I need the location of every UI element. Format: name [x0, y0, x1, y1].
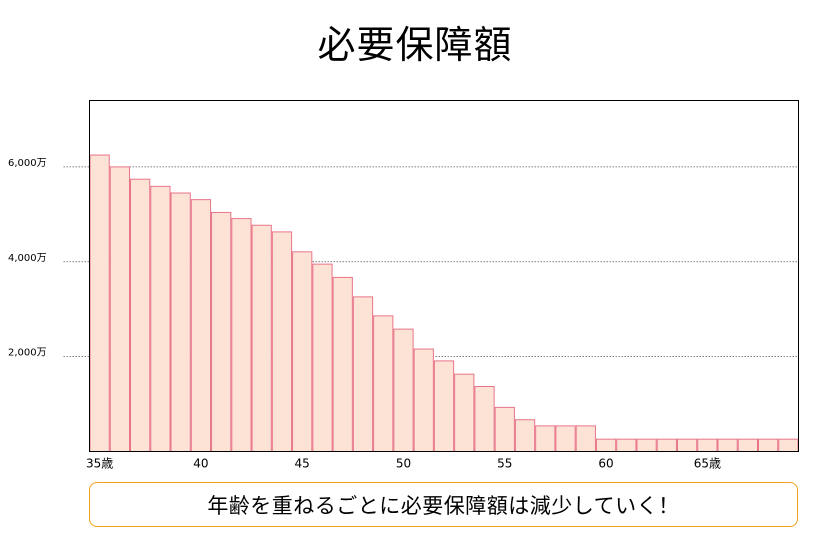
- bar-age-37: [130, 178, 151, 453]
- bar-age-56: [514, 419, 536, 453]
- bar-age-52: [433, 360, 455, 452]
- y-tick-label: 6,000万: [8, 158, 47, 169]
- caption-box: 年齢を重ねるごとに必要保障額は減少していく！: [89, 482, 798, 527]
- bar-chart: 2,000万 4,000万 6,000万 35歳 40 45 50 55 60 65歳: [8, 100, 799, 471]
- bar-age-64: [676, 438, 698, 453]
- y-tick-label: 4,000万: [8, 253, 47, 264]
- x-tick-label: 60: [598, 457, 613, 471]
- plot-frame: [89, 100, 799, 452]
- bar-age-40: [190, 199, 212, 452]
- bar-age-62: [636, 438, 657, 453]
- bar-age-69: [778, 438, 799, 453]
- bar-age-57: [535, 425, 556, 452]
- bar-age-59: [575, 425, 596, 452]
- bar-age-44: [271, 231, 293, 452]
- bar-age-53: [454, 373, 475, 453]
- x-tick-label: 40: [193, 457, 208, 471]
- bar-age-48: [352, 296, 374, 452]
- bar-age-38: [150, 185, 171, 453]
- bar-age-35: [89, 154, 110, 452]
- x-tick-label: 65歳: [694, 457, 721, 471]
- bar-age-50: [393, 328, 414, 453]
- bar-age-45: [292, 251, 313, 452]
- bar-age-49: [373, 315, 394, 452]
- bar-age-51: [413, 348, 434, 453]
- bar-age-58: [555, 425, 576, 452]
- bar-age-63: [656, 438, 677, 453]
- bar-age-43: [251, 224, 272, 452]
- x-tick-label: 50: [396, 457, 411, 471]
- bar-age-39: [170, 192, 191, 452]
- bar-age-46: [312, 263, 333, 453]
- caption-text: 年齢を重ねるごとに必要保障額は減少していく！: [207, 493, 680, 518]
- bar-age-42: [231, 218, 252, 452]
- bar-age-47: [332, 276, 353, 452]
- bar-age-54: [474, 386, 495, 453]
- bar-age-60: [595, 438, 617, 453]
- bar-age-68: [757, 438, 779, 453]
- bar-age-41: [211, 211, 232, 452]
- y-tick-label: 2,000万: [8, 348, 47, 359]
- bar-age-65: [697, 438, 718, 453]
- x-tick-label: 55: [497, 457, 512, 471]
- bar-age-61: [616, 438, 637, 453]
- y-tick-labels: 2,000万 4,000万 6,000万: [8, 158, 47, 359]
- x-tick-labels: 35歳 40 45 50 55 60 65歳: [86, 457, 721, 471]
- x-tick-label: 45: [295, 457, 310, 471]
- bar-age-55: [494, 406, 515, 453]
- bar-age-66: [717, 438, 738, 453]
- bar-age-36: [109, 166, 131, 453]
- bars: [89, 154, 799, 453]
- x-tick-label: 35歳: [86, 457, 113, 471]
- page-title: 必要保障額: [317, 23, 513, 67]
- bar-age-67: [737, 438, 758, 453]
